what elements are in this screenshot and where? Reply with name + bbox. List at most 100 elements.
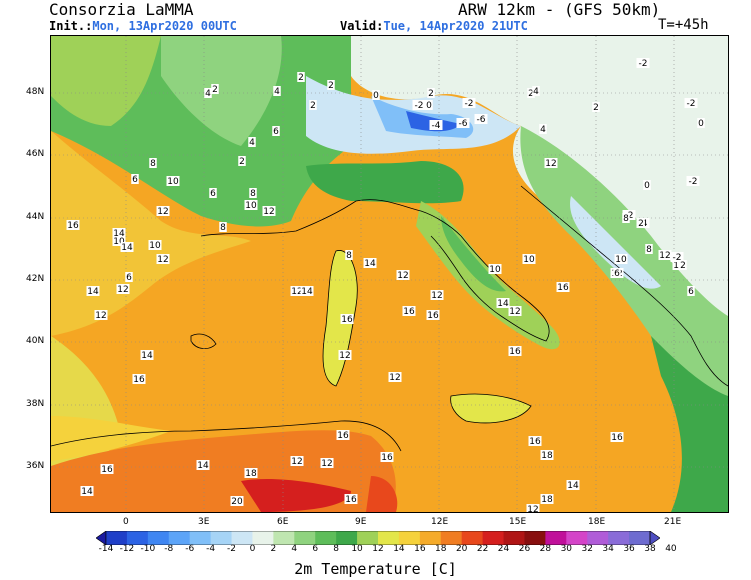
temperature-value-label: 16	[611, 433, 623, 443]
value-label-bg	[687, 286, 695, 296]
colorbar-swatch	[566, 531, 588, 545]
value-label-bg	[338, 350, 352, 360]
colorbar-tick-label: -10	[140, 544, 156, 554]
value-label-bg	[430, 290, 444, 300]
colorbar-tick-label: 14	[393, 544, 405, 554]
temperature-value-label: -2	[639, 59, 648, 69]
colorbar-swatch	[147, 531, 170, 545]
lon-label-18e: 18E	[588, 517, 606, 527]
sardinia-coastline	[322, 250, 358, 387]
temperature-value-label: -2	[415, 101, 424, 111]
temperature-value-label: 8	[220, 223, 226, 233]
temperature-value-label: 12	[157, 207, 168, 217]
temperature-value-label: 14	[113, 229, 125, 239]
valid-line: Valid:Tue, 14Apr2020 21UTC	[340, 19, 528, 33]
northern-med-coastline	[200, 199, 462, 237]
value-label-bg	[456, 118, 470, 128]
temperature-value-label: 12	[291, 287, 302, 297]
colorbar-swatch	[503, 531, 525, 545]
temperature-value-label: 16	[557, 283, 569, 293]
sardinia-field	[323, 250, 358, 386]
colorbar-swatch	[210, 531, 233, 545]
lat-label-44n: 44N	[26, 212, 45, 222]
african-coastline	[51, 420, 402, 452]
value-label-bg	[230, 496, 244, 506]
temperature-value-label: 4	[249, 138, 255, 148]
lon-label-21e: 21E	[664, 517, 682, 527]
value-label-bg	[622, 213, 630, 223]
temperature-value-label: 14	[81, 487, 93, 497]
value-label-bg	[112, 228, 126, 238]
value-label-bg	[684, 98, 698, 108]
value-label-bg	[219, 222, 227, 232]
temperature-value-label: -2	[465, 99, 474, 109]
lon-label-12e: 12E	[431, 517, 449, 527]
temperature-value-label: 6	[273, 127, 279, 137]
temperature-value-label: 12	[545, 159, 556, 169]
value-label-bg	[211, 84, 219, 94]
temperature-value-label: 16	[337, 431, 349, 441]
temperature-value-label: 14	[121, 243, 133, 253]
value-label-bg	[396, 270, 410, 280]
value-label-bg	[637, 218, 645, 228]
colorbar-swatch	[106, 531, 128, 545]
value-label-bg	[156, 206, 170, 216]
temperature-value-label: 14	[87, 287, 99, 297]
value-label-bg	[244, 200, 258, 210]
forecast-step: T=+45h	[658, 17, 709, 33]
lat-label-38n: 38N	[26, 399, 45, 409]
temperature-value-label: 2	[593, 103, 599, 113]
colorbar-tick-label: -14	[98, 544, 114, 554]
value-label-bg	[566, 480, 580, 490]
colorbar-swatch	[315, 531, 337, 545]
colorbar-swatch	[231, 531, 253, 545]
init-value: Mon, 13Apr2020 00UTC	[92, 19, 237, 33]
init-line: Init.:Mon, 13Apr2020 00UTC	[49, 19, 237, 33]
colorbar-tick-label: 20	[455, 544, 468, 554]
valid-label: Valid:	[340, 19, 384, 33]
value-label-bg	[672, 260, 686, 270]
value-label-bg	[426, 310, 440, 320]
value-label-bg	[344, 494, 358, 504]
value-label-bg	[686, 176, 700, 186]
colorbar-swatch	[524, 531, 546, 545]
iberia-field	[51, 131, 251, 336]
temperature-value-label: 8	[250, 189, 256, 199]
value-label-bg	[273, 86, 281, 96]
temperature-value-label: 12	[397, 271, 408, 281]
temperature-value-label: 2	[428, 89, 434, 99]
temperature-value-label: 8	[623, 214, 629, 224]
colorbar-min-arrow	[96, 531, 107, 545]
value-label-bg	[508, 346, 522, 356]
temperature-value-label: 2	[328, 81, 334, 91]
temperature-value-label: 20	[231, 497, 243, 507]
temperature-value-label: 6	[614, 269, 620, 279]
value-label-bg	[643, 180, 651, 190]
value-label-bg	[539, 124, 547, 134]
value-label-bg	[429, 120, 443, 130]
value-label-bg	[592, 102, 600, 112]
value-label-bg	[66, 220, 80, 230]
colorbar-tick-label: 36	[623, 544, 635, 554]
colorbar-tick-label: 22	[476, 544, 489, 554]
temperature-value-label: 2	[310, 101, 316, 111]
colorbar-tick-label: 16	[414, 544, 426, 554]
value-label-bg	[556, 282, 570, 292]
value-label-bg	[272, 126, 280, 136]
value-label-bg	[290, 456, 304, 466]
temperature-value-label: 0	[426, 101, 432, 111]
colorbar-swatch	[608, 531, 630, 545]
colorbar-outline	[105, 531, 651, 545]
value-label-bg	[327, 80, 335, 90]
colorbar-swatch	[461, 531, 484, 545]
temperature-value-label: 4	[274, 87, 280, 97]
value-label-bg	[462, 98, 476, 108]
lon-label-9e: 9E	[355, 517, 367, 527]
organization-title: Consorzia LaMMA	[49, 0, 194, 19]
adriatic-coastline	[520, 185, 728, 387]
temperature-value-label: 4	[540, 125, 546, 135]
france-light-field	[161, 36, 282, 146]
colorbar-tick-label: -8	[164, 544, 174, 554]
